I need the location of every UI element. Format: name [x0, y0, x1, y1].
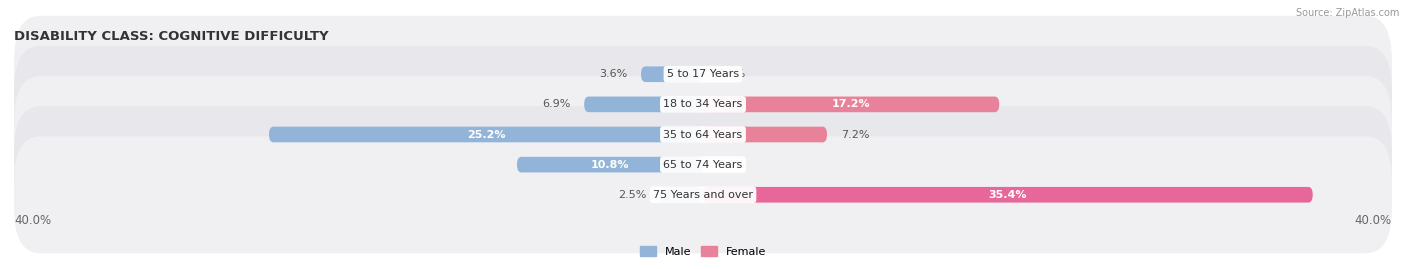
FancyBboxPatch shape: [269, 127, 703, 142]
Text: 65 to 74 Years: 65 to 74 Years: [664, 160, 742, 170]
Text: 35.4%: 35.4%: [988, 190, 1028, 200]
FancyBboxPatch shape: [583, 97, 703, 112]
FancyBboxPatch shape: [703, 187, 1313, 203]
FancyBboxPatch shape: [641, 66, 703, 82]
Text: 18 to 34 Years: 18 to 34 Years: [664, 99, 742, 109]
Text: 3.6%: 3.6%: [599, 69, 627, 79]
Text: 5 to 17 Years: 5 to 17 Years: [666, 69, 740, 79]
FancyBboxPatch shape: [703, 127, 827, 142]
Text: 75 Years and over: 75 Years and over: [652, 190, 754, 200]
Text: DISABILITY CLASS: COGNITIVE DIFFICULTY: DISABILITY CLASS: COGNITIVE DIFFICULTY: [14, 30, 329, 43]
Text: Source: ZipAtlas.com: Source: ZipAtlas.com: [1295, 8, 1399, 18]
Text: 17.2%: 17.2%: [832, 99, 870, 109]
FancyBboxPatch shape: [14, 76, 1392, 193]
Text: 10.8%: 10.8%: [591, 160, 630, 170]
Text: 7.2%: 7.2%: [841, 129, 869, 140]
FancyBboxPatch shape: [703, 97, 1000, 112]
Text: 0.0%: 0.0%: [717, 160, 745, 170]
FancyBboxPatch shape: [517, 157, 703, 172]
Text: 35 to 64 Years: 35 to 64 Years: [664, 129, 742, 140]
FancyBboxPatch shape: [14, 136, 1392, 253]
FancyBboxPatch shape: [14, 16, 1392, 133]
FancyBboxPatch shape: [14, 46, 1392, 163]
FancyBboxPatch shape: [14, 106, 1392, 223]
Text: 0.0%: 0.0%: [717, 69, 745, 79]
Legend: Male, Female: Male, Female: [636, 242, 770, 261]
Text: 40.0%: 40.0%: [14, 214, 51, 227]
FancyBboxPatch shape: [659, 187, 703, 203]
Text: 6.9%: 6.9%: [541, 99, 571, 109]
Text: 25.2%: 25.2%: [467, 129, 505, 140]
Text: 40.0%: 40.0%: [1355, 214, 1392, 227]
Text: 2.5%: 2.5%: [617, 190, 647, 200]
